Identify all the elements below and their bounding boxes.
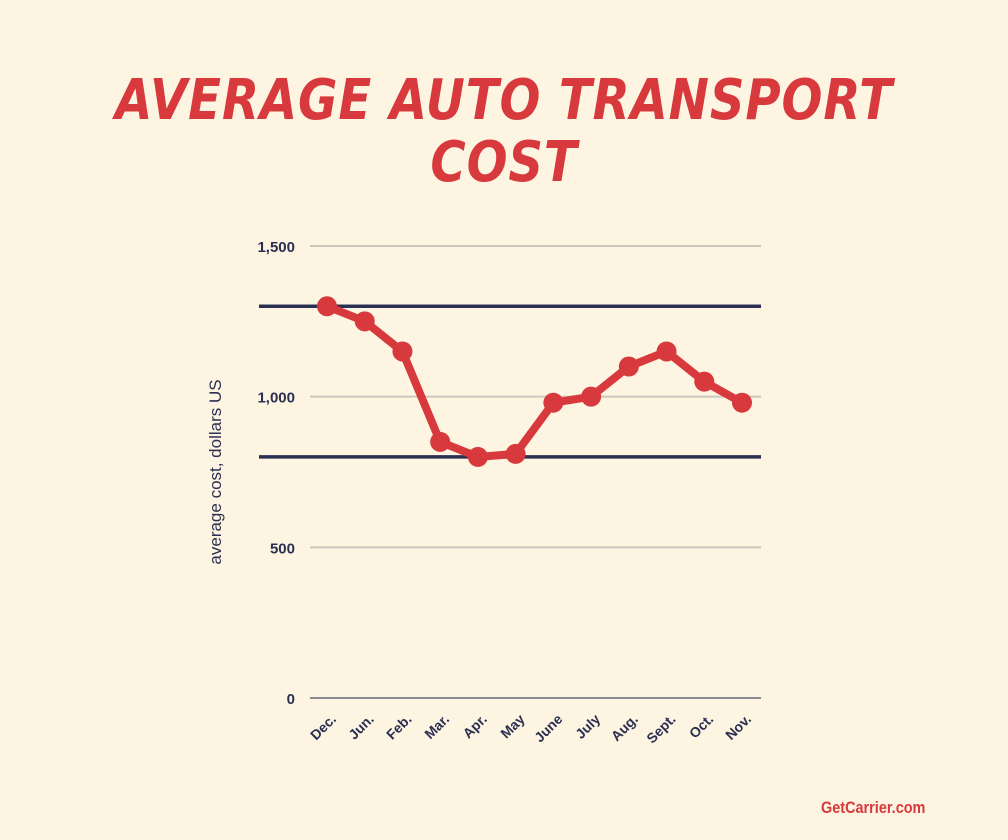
x-tick-label: June [531,711,566,746]
y-tick-label: 0 [287,691,295,708]
x-tick-label: Oct. [686,711,717,742]
data-point [467,446,488,467]
y-tick-label: 500 [270,540,295,557]
x-tick-label: Aug. [608,711,641,744]
data-point [392,341,413,362]
chart-title: Average Auto Transport Cost [115,68,893,195]
x-tick-label: July [572,711,603,742]
gridlines [310,245,761,699]
data-point [543,392,564,413]
data-point [581,386,602,407]
x-tick-label: Jun. [345,711,377,743]
x-tick-label: Apr. [459,711,490,742]
y-axis-label: average cost, dollars US [206,379,225,564]
x-tick-label: Feb. [383,711,415,743]
data-point [354,311,375,332]
data-point [505,443,526,464]
x-tick-label: May [497,711,528,742]
y-tick-label: 1,500 [257,239,295,256]
data-series [317,296,752,467]
x-axis-ticks: Dec. Jun. Feb. Mar. Apr. May June July Aug. Sept.… [307,711,754,747]
series-line [325,302,744,461]
x-tick-label: Sept. [643,711,679,747]
y-axis-ticks: 0 500 1,000 1,500 [257,239,295,708]
x-tick-label: Nov. [722,711,754,743]
data-point [317,296,337,317]
data-point [430,431,451,452]
reference-lines [259,304,761,459]
data-point [694,371,715,392]
data-point [732,392,752,413]
data-point [618,356,639,377]
brand-footer: GetCarrier.com [821,798,926,817]
data-point [656,341,677,362]
x-tick-label: Dec. [307,711,339,743]
y-tick-label: 1,000 [257,390,295,407]
x-tick-label: Mar. [421,711,452,742]
